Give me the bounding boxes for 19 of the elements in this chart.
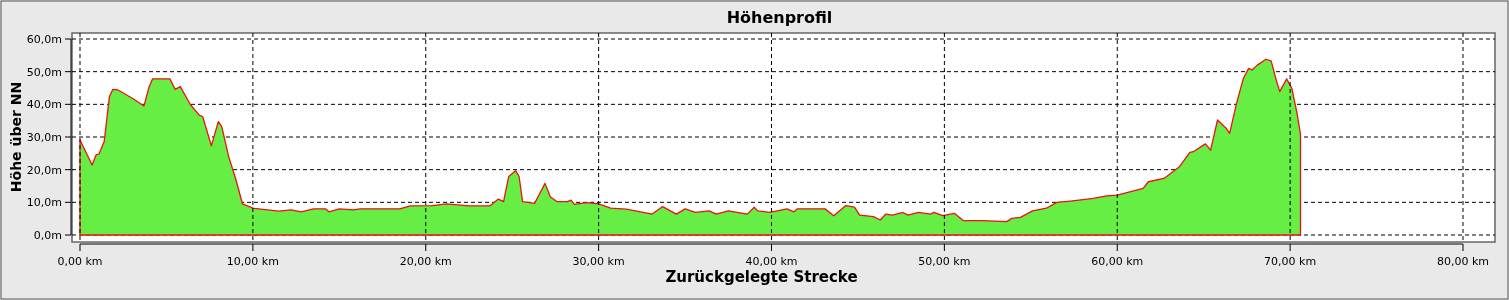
y-tick-label: 10,0m — [26, 196, 62, 210]
y-axis-title: Höhe über NN — [8, 81, 24, 193]
y-tick-label: 40,0m — [26, 98, 62, 112]
x-tick-label: 80,00 km — [1436, 255, 1490, 268]
x-tick-label: 60,00 km — [1091, 255, 1144, 268]
y-tick-label: 60,0m — [26, 33, 62, 46]
y-tick-label: 30,0m — [26, 131, 62, 144]
x-tick-label: 10,00 km — [226, 255, 279, 268]
y-tick-label: 20,0m — [26, 163, 62, 177]
y-tick-label: 50,0m — [26, 65, 62, 79]
y-tick-label: 0,0m — [33, 229, 62, 242]
x-tick-label: 50,00 km — [918, 255, 971, 268]
chart-title: Höhenprofil — [726, 8, 833, 27]
x-axis-title: Zurückgelegte Strecke — [665, 268, 858, 286]
x-tick-label: 20,00 km — [399, 255, 452, 268]
x-tick-label: 70,00 km — [1264, 255, 1317, 268]
x-tick-label: 40,00 km — [745, 255, 798, 268]
x-tick-label: 0,00 km — [57, 255, 103, 268]
x-tick-label: 30,00 km — [572, 255, 625, 268]
